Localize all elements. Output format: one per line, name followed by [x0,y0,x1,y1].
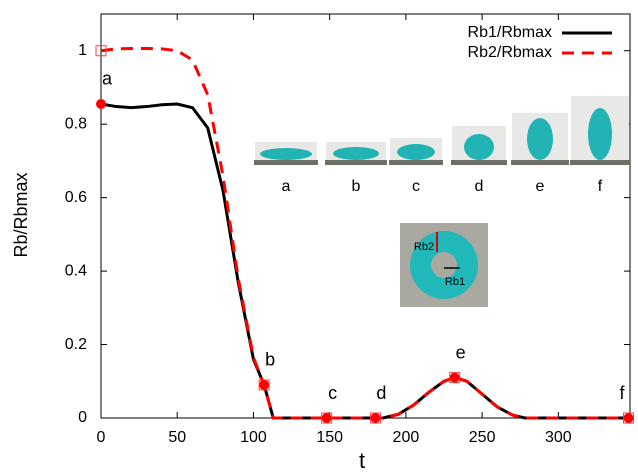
plot-frame [100,13,631,419]
torus-label: Rb1 [445,276,465,288]
legend-label: Rb2/Rbmax [468,44,552,61]
rb1-marker [259,379,270,390]
bubble [260,148,312,160]
bubble [464,134,494,160]
inset-label: c [412,178,420,195]
x-tick-label: 0 [97,429,106,446]
rb1-marker [449,372,460,383]
y-axis-label: Rb/Rbmax [11,172,31,257]
point-label: c [328,383,337,403]
point-label: f [619,383,625,403]
bubble [588,108,612,160]
inset-label: f [598,178,603,195]
rb1-marker [623,413,634,423]
point-label: b [265,350,275,370]
torus-label: Rb2 [414,241,434,253]
rb1-marker [321,413,332,423]
inset-floor [389,160,443,165]
series-line [100,102,629,420]
rb1-marker [370,413,381,423]
torus-inset [400,223,488,307]
x-tick-label: 200 [393,429,420,446]
inset-floor [570,160,630,165]
inset-floor [451,160,507,165]
y-tick-label: 0.6 [65,189,87,206]
inset-label: d [475,178,484,195]
series-line [100,47,629,420]
point-label: e [456,342,466,362]
inset-floor [511,160,569,165]
y-tick-label: 0 [78,409,87,426]
y-tick-label: 0.4 [65,262,87,279]
bubble [397,144,435,160]
x-tick-label: 250 [469,429,496,446]
point-label: d [376,383,386,403]
legend-label: Rb1/Rbmax [468,24,552,41]
bubble [527,118,553,160]
bubble [333,147,379,160]
rb1-marker [96,98,106,109]
inset-label: a [282,178,291,195]
inset-floor [254,160,318,165]
y-tick-label: 1 [78,42,87,59]
inset-label: e [536,178,545,195]
torus-hole [431,252,457,278]
inset-floor [325,160,387,165]
x-tick-label: 300 [545,429,572,446]
x-tick-label: 150 [316,429,343,446]
point-label: a [102,69,113,89]
inset-label: b [352,178,361,195]
x-axis-label: t [359,448,365,473]
x-tick-label: 50 [168,429,186,446]
y-tick-label: 0.8 [65,115,87,132]
y-tick-label: 0.2 [65,336,87,353]
x-tick-label: 100 [240,429,267,446]
rb2-marker [95,45,107,57]
